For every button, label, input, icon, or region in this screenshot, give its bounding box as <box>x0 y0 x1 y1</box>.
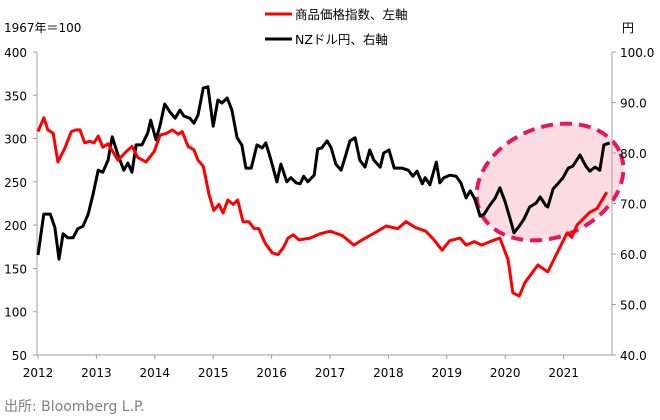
source-note: 出所: Bloomberg L.P. <box>4 399 145 415</box>
left-tick-label: 50 <box>12 349 27 363</box>
x-tick-label: 2020 <box>490 366 521 380</box>
x-tick-label: 2013 <box>81 366 112 380</box>
highlight-ellipse <box>474 121 626 243</box>
legend-label-1: NZドル円、右軸 <box>295 32 388 47</box>
x-tick-label: 2019 <box>432 366 463 380</box>
left-unit-label: 1967年＝100 <box>4 21 81 35</box>
left-tick-label: 400 <box>4 46 27 60</box>
right-unit-label: 円 <box>622 21 634 35</box>
left-tick-label: 350 <box>4 89 27 103</box>
right-tick-label: 80.0 <box>620 147 647 161</box>
legend-label-0: 商品価格指数、左軸 <box>295 7 408 22</box>
nzd-jpy-line <box>36 85 611 261</box>
x-tick-label: 2017 <box>315 366 346 380</box>
right-tick-label: 50.0 <box>620 299 647 313</box>
commodity-index-line <box>36 116 609 298</box>
left-tick-label: 150 <box>4 262 27 276</box>
left-tick-label: 300 <box>4 133 27 147</box>
left-tick-label: 250 <box>4 176 27 190</box>
left-tick-label: 100 <box>4 306 27 320</box>
right-tick-label: 90.0 <box>620 97 647 111</box>
right-tick-label: 100.0 <box>620 46 654 60</box>
x-tick-label: 2015 <box>198 366 229 380</box>
x-tick-label: 2018 <box>373 366 404 380</box>
x-tick-label: 2021 <box>548 366 579 380</box>
x-tick-label: 2016 <box>256 366 287 380</box>
x-tick-label: 2012 <box>23 366 54 380</box>
right-tick-label: 40.0 <box>620 349 647 363</box>
right-tick-label: 60.0 <box>620 248 647 262</box>
right-tick-label: 70.0 <box>620 198 647 212</box>
left-tick-label: 200 <box>4 219 27 233</box>
x-tick-label: 2014 <box>140 366 171 380</box>
